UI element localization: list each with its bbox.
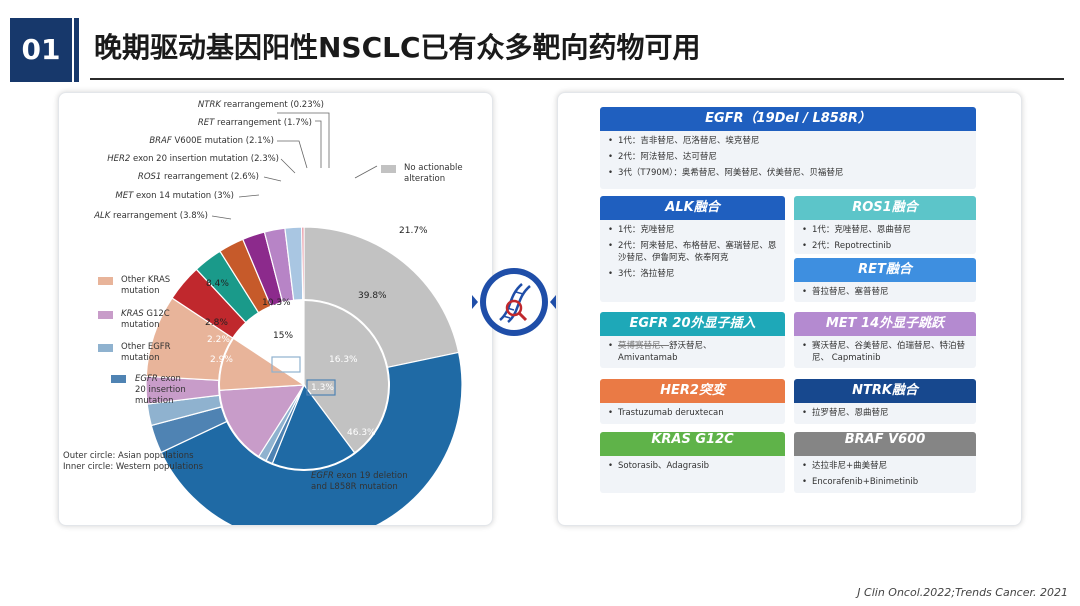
label-alk: ALK rearrangement (3.8%) bbox=[94, 211, 208, 221]
note-inner-circle: Inner circle: Western populations bbox=[63, 462, 204, 472]
list-item: 1代：克唑替尼 bbox=[608, 224, 779, 236]
page-title: 晚期驱动基因阳性NSCLC已有众多靶向药物可用 bbox=[94, 31, 701, 64]
legend-kras-g12c: KRAS G12C mutation bbox=[121, 309, 170, 330]
value-outer-kras-g12c: 2.8% bbox=[205, 318, 228, 328]
mutation-chart-panel: NTRK rearrangement (0.23%) RET rearrange… bbox=[58, 92, 493, 526]
legend-swatch-kras-g12c bbox=[98, 311, 113, 319]
list-item: 普拉替尼、塞普替尼 bbox=[802, 286, 970, 298]
value-inner-other-egfr: 1.6% bbox=[276, 361, 299, 371]
label-ntrk: NTRK rearrangement (0.23%) bbox=[197, 100, 324, 110]
card-ntrk: NTRK融合 拉罗替尼、恩曲替尼 bbox=[794, 379, 976, 424]
list-item: 达拉非尼+曲美替尼 bbox=[802, 460, 970, 472]
inner-ring-divider bbox=[218, 299, 390, 471]
card-her2-title: HER2突变 bbox=[600, 379, 785, 403]
list-item: Trastuzumab deruxtecan bbox=[608, 407, 779, 419]
label-ros1: ROS1 rearrangement (2.6%) bbox=[137, 172, 259, 182]
list-item: 1代：吉非替尼、厄洛替尼、埃克替尼 bbox=[608, 135, 970, 147]
inner-egfr20-box bbox=[306, 379, 336, 396]
card-ros1: ROS1融合 1代：克唑替尼、恩曲替尼 2代：Repotrectinib bbox=[794, 196, 976, 254]
card-met-title: MET 14外显子跳跃 bbox=[794, 312, 976, 336]
dna-magnifier-icon bbox=[472, 268, 556, 336]
card-her2: HER2突变 Trastuzumab deruxtecan bbox=[600, 379, 785, 424]
card-kras: KRAS G12C Sotorasib、Adagrasib bbox=[600, 432, 785, 493]
list-item: 2代：阿法替尼、达可替尼 bbox=[608, 151, 970, 163]
list-item: Sotorasib、Adagrasib bbox=[608, 460, 779, 472]
value-inner-no-actionable: 39.8% bbox=[358, 291, 387, 301]
list-item: Encorafenib+Binimetinib bbox=[802, 476, 970, 488]
legend-no-actionable: No actionable alteration bbox=[404, 163, 463, 184]
card-kras-title: KRAS G12C bbox=[600, 432, 785, 456]
list-item: 3代（T790M）：奥希替尼、阿美替尼、伏美替尼、贝福替尼 bbox=[608, 167, 970, 179]
section-number-badge: 01 bbox=[10, 18, 72, 82]
card-egfr-title: EGFR（19Del / L858R） bbox=[600, 107, 976, 131]
card-alk: ALK融合 1代：克唑替尼 2代：阿来替尼、布格替尼、塞瑞替尼、恩沙替尼、伊鲁阿克… bbox=[600, 196, 785, 302]
legend-swatch-other-kras bbox=[98, 277, 113, 285]
note-outer-circle: Outer circle: Asian populations bbox=[63, 451, 194, 461]
card-alk-title: ALK融合 bbox=[600, 196, 785, 220]
value-outer-no-actionable: 21.7% bbox=[399, 226, 428, 236]
legend-other-kras: Other KRAS mutation bbox=[121, 275, 171, 296]
citation: J Clin Oncol.2022;Trends Cancer. 2021 bbox=[857, 586, 1068, 599]
card-ros1-title: ROS1融合 bbox=[794, 196, 976, 220]
value-inner-egfr20: 1.3% bbox=[311, 383, 334, 393]
value-outer-egfr20: 2.9% bbox=[210, 355, 233, 365]
value-outer-other-egfr: 2.2% bbox=[207, 335, 230, 345]
card-ret-title: RET融合 bbox=[794, 258, 976, 282]
card-ret: RET融合 普拉替尼、塞普替尼 bbox=[794, 258, 976, 302]
targeted-drugs-panel: EGFR（19Del / L858R） 1代：吉非替尼、厄洛替尼、埃克替尼 2代：… bbox=[557, 92, 1022, 526]
legend-swatch-other-egfr bbox=[98, 344, 113, 352]
label-ret: RET rearrangement (1.7%) bbox=[197, 118, 312, 128]
header-divider bbox=[90, 78, 1064, 80]
outer-segment-ntrk bbox=[301, 226, 305, 301]
list-item: 2代：Repotrectinib bbox=[802, 240, 970, 252]
card-egfr20-title: EGFR 20外显子插入 bbox=[600, 312, 785, 336]
header-accent-bar bbox=[74, 18, 79, 82]
legend-egfr19: EGFR exon 19 deletion and L858R mutation bbox=[311, 471, 408, 492]
inner-other-egfr-box bbox=[271, 356, 301, 373]
card-braf: BRAF V600 达拉非尼+曲美替尼 Encorafenib+Binimetin… bbox=[794, 432, 976, 493]
leader-lines bbox=[211, 112, 378, 220]
list-item: 莫博赛替尼、舒沃替尼、Amivantamab bbox=[608, 340, 779, 364]
section-number: 01 bbox=[21, 33, 61, 66]
value-inner-other-kras: 10.3% bbox=[262, 298, 291, 308]
donut-chart bbox=[145, 112, 463, 525]
legend-swatch-egfr19 bbox=[287, 473, 302, 481]
label-her2: HER2 exon 20 insertion mutation (2.3%) bbox=[107, 154, 279, 164]
value-inner-egfr19: 16.3% bbox=[329, 355, 358, 365]
legend-other-egfr: Other EGFR mutation bbox=[121, 342, 171, 363]
card-braf-title: BRAF V600 bbox=[794, 432, 976, 456]
value-outer-other-kras: 8.4% bbox=[206, 279, 229, 289]
value-outer-egfr19: 46.3% bbox=[347, 428, 376, 438]
list-item: 3代：洛拉替尼 bbox=[608, 268, 779, 280]
list-item: 赛沃替尼、谷美替尼、伯瑞替尼、特泊替尼、 Capmatinib bbox=[802, 340, 970, 364]
card-met: MET 14外显子跳跃 赛沃替尼、谷美替尼、伯瑞替尼、特泊替尼、 Capmati… bbox=[794, 312, 976, 368]
label-met: MET exon 14 mutation (3%) bbox=[115, 191, 234, 201]
card-egfr20: EGFR 20外显子插入 莫博赛替尼、舒沃替尼、Amivantamab bbox=[600, 312, 785, 368]
legend-egfr20: EGFR exon 20 insertion mutation bbox=[135, 374, 186, 406]
legend-swatch-egfr20 bbox=[111, 375, 126, 383]
label-braf: BRAF V600E mutation (2.1%) bbox=[149, 136, 274, 146]
list-item: 拉罗替尼、恩曲替尼 bbox=[802, 407, 970, 419]
card-ntrk-title: NTRK融合 bbox=[794, 379, 976, 403]
value-inner-kras-g12c: 15% bbox=[273, 331, 294, 341]
legend-swatch-no-actionable bbox=[381, 165, 396, 173]
card-egfr: EGFR（19Del / L858R） 1代：吉非替尼、厄洛替尼、埃克替尼 2代：… bbox=[600, 107, 976, 189]
list-item: 2代：阿来替尼、布格替尼、塞瑞替尼、恩沙替尼、伊鲁阿克、依奉阿克 bbox=[608, 240, 779, 264]
list-item: 1代：克唑替尼、恩曲替尼 bbox=[802, 224, 970, 236]
